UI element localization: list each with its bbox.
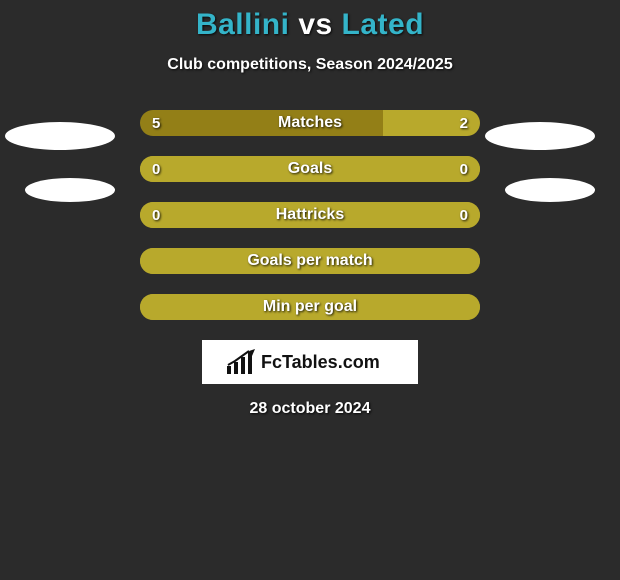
decorative-ellipse <box>25 178 115 202</box>
stat-bar-full <box>140 248 480 274</box>
date-text: 28 october 2024 <box>0 400 620 418</box>
stat-row-goals: Goals00 <box>140 156 480 182</box>
stat-row-hattricks: Hattricks00 <box>140 202 480 228</box>
stat-bar-full <box>140 156 480 182</box>
fctables-logo-icon: FcTables.com <box>225 348 395 376</box>
source-badge: FcTables.com <box>202 340 418 384</box>
stat-bar-full <box>140 294 480 320</box>
decorative-ellipse <box>485 122 595 150</box>
decorative-ellipse <box>505 178 595 202</box>
title-player2: Lated <box>342 8 425 41</box>
stat-row-goals-per-match: Goals per match <box>140 248 480 274</box>
stat-bar-right <box>383 110 480 136</box>
decorative-ellipse <box>5 122 115 150</box>
stat-bar-left <box>140 110 383 136</box>
stat-row-min-per-goal: Min per goal <box>140 294 480 320</box>
page-title: Ballini vs Lated <box>0 0 620 42</box>
badge-text: FcTables.com <box>261 352 380 372</box>
title-vs: vs <box>298 8 332 41</box>
stat-row-matches: Matches52 <box>140 110 480 136</box>
title-player1: Ballini <box>196 8 290 41</box>
stat-bar-full <box>140 202 480 228</box>
subtitle: Club competitions, Season 2024/2025 <box>0 56 620 74</box>
